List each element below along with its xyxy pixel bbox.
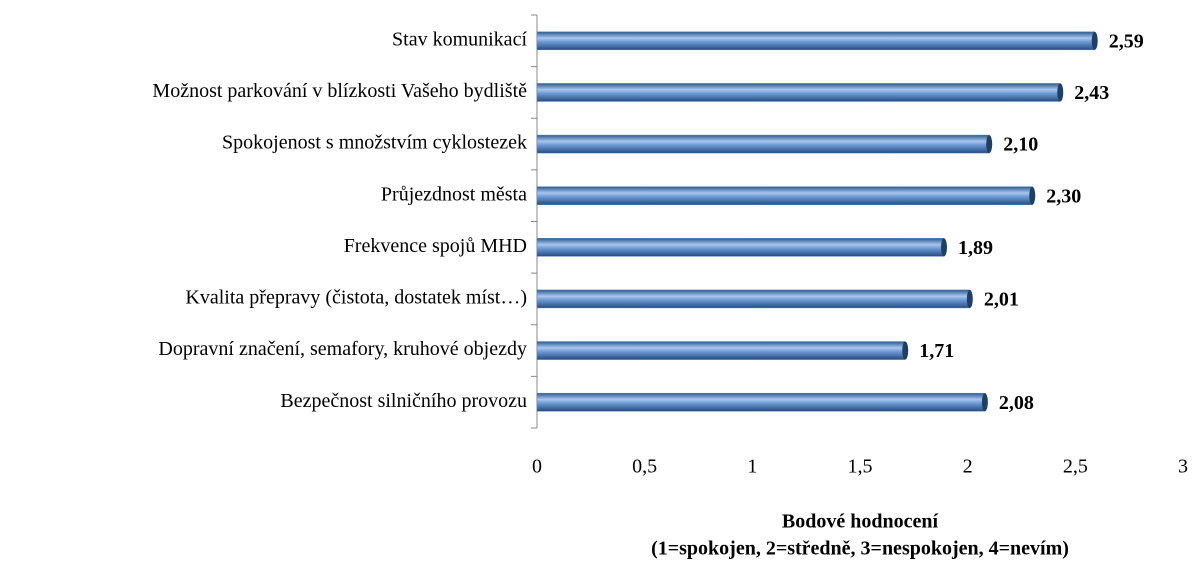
- bar-cap: [1091, 31, 1098, 50]
- x-tick-label: 2: [963, 456, 973, 478]
- bar-cap: [902, 341, 909, 360]
- x-tick-label: 0,5: [632, 456, 657, 478]
- bar-cap: [966, 289, 973, 308]
- x-axis-title: Bodové hodnocení: [782, 511, 939, 533]
- value-label: 1,89: [958, 237, 993, 259]
- bar-cap: [986, 135, 993, 154]
- bar: [536, 392, 986, 412]
- y-tick-label: Možnost parkování v blízkosti Vašeho byd…: [152, 80, 527, 102]
- bar: [536, 134, 990, 154]
- value-label: 2,59: [1109, 30, 1144, 52]
- x-tick-label: 1: [747, 456, 757, 478]
- y-tick-label: Dopravní značení, semafory, kruhové obje…: [158, 338, 527, 360]
- value-label: 2,30: [1046, 185, 1081, 207]
- bar-cap: [1029, 186, 1036, 205]
- y-tick-label: Bezpečnost silničního provozu: [280, 390, 527, 412]
- x-tick-label: 1,5: [848, 456, 873, 478]
- x-tick-label: 0: [532, 456, 542, 478]
- x-axis-title: (1=spokojen, 2=středně, 3=nespokojen, 4=…: [651, 538, 1069, 560]
- x-tick-label: 2,5: [1063, 456, 1088, 478]
- bar: [536, 186, 1033, 205]
- y-tick-label: Spokojenost s množstvím cyklostezek: [222, 132, 527, 154]
- bar-cap: [940, 238, 947, 257]
- x-tick-label: 3: [1178, 456, 1188, 478]
- bar-cap: [981, 393, 988, 412]
- bar: [536, 341, 906, 360]
- value-label: 2,10: [1003, 134, 1038, 156]
- bar: [536, 83, 1061, 102]
- y-tick-label: Průjezdnost města: [381, 183, 527, 205]
- bar: [536, 289, 971, 309]
- bar-cap: [1057, 83, 1064, 102]
- value-label: 2,08: [999, 392, 1034, 414]
- bar: [536, 31, 1095, 51]
- y-tick-label: Frekvence spojů MHD: [344, 235, 527, 257]
- y-tick-label: Stav komunikací: [392, 28, 527, 50]
- value-label: 2,01: [984, 289, 1019, 311]
- y-tick-label: Kvalita přepravy (čistota, dostatek míst…: [185, 287, 527, 309]
- value-label: 1,71: [919, 340, 954, 362]
- bar: [536, 238, 945, 257]
- value-label: 2,43: [1074, 82, 1109, 104]
